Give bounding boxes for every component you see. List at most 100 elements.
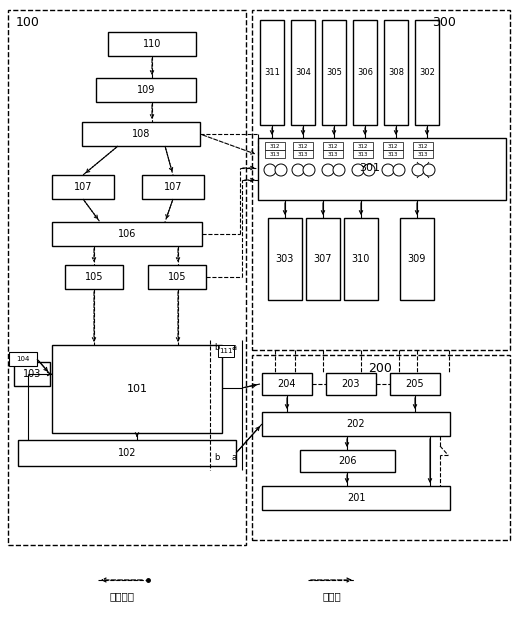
Bar: [322, 20, 346, 125]
Bar: [390, 373, 440, 395]
Text: 312: 312: [298, 144, 308, 149]
Text: 电连接: 电连接: [323, 591, 341, 601]
Text: 306: 306: [357, 68, 373, 77]
Bar: [413, 142, 433, 150]
Bar: [108, 32, 196, 56]
Bar: [52, 222, 202, 246]
Text: 108: 108: [132, 129, 150, 139]
Bar: [96, 78, 196, 102]
Text: a: a: [232, 344, 237, 352]
Text: 307: 307: [314, 254, 332, 264]
Text: 312: 312: [418, 144, 428, 149]
Bar: [344, 218, 378, 300]
Bar: [383, 142, 403, 150]
Bar: [300, 450, 395, 472]
Text: 205: 205: [406, 379, 424, 389]
Text: 311: 311: [264, 68, 280, 77]
Text: 200: 200: [368, 361, 392, 374]
Bar: [218, 345, 234, 357]
Text: 201: 201: [347, 493, 365, 503]
Circle shape: [423, 164, 435, 176]
Text: 309: 309: [408, 254, 426, 264]
Bar: [52, 345, 222, 433]
Bar: [293, 142, 313, 150]
Bar: [252, 10, 510, 350]
Bar: [265, 142, 285, 150]
Text: 312: 312: [328, 144, 338, 149]
Text: 203: 203: [342, 379, 360, 389]
Circle shape: [382, 164, 394, 176]
Bar: [52, 175, 114, 199]
Text: 109: 109: [137, 85, 155, 95]
Circle shape: [322, 164, 334, 176]
Text: 313: 313: [328, 151, 338, 156]
Bar: [265, 150, 285, 158]
Bar: [353, 142, 373, 150]
Circle shape: [303, 164, 315, 176]
Bar: [400, 218, 434, 300]
Bar: [9, 352, 37, 366]
Text: 206: 206: [338, 456, 357, 466]
Text: 100: 100: [16, 16, 40, 29]
Bar: [353, 150, 373, 158]
Text: 300: 300: [432, 16, 456, 29]
Text: 313: 313: [358, 151, 368, 156]
Bar: [268, 218, 302, 300]
Text: 313: 313: [270, 151, 280, 156]
Bar: [148, 265, 206, 289]
Text: 111: 111: [219, 348, 233, 354]
Bar: [252, 355, 510, 540]
Bar: [326, 373, 376, 395]
Bar: [14, 362, 50, 386]
Text: 313: 313: [418, 151, 428, 156]
Bar: [142, 175, 204, 199]
Bar: [65, 265, 123, 289]
Bar: [262, 486, 450, 510]
Text: 312: 312: [270, 144, 280, 149]
Bar: [262, 412, 450, 436]
Bar: [260, 20, 284, 125]
Bar: [353, 20, 377, 125]
Bar: [258, 138, 506, 200]
Text: 202: 202: [347, 419, 365, 429]
Circle shape: [333, 164, 345, 176]
Text: 303: 303: [276, 254, 294, 264]
Text: 305: 305: [326, 68, 342, 77]
Text: 312: 312: [388, 144, 398, 149]
Circle shape: [292, 164, 304, 176]
Text: 107: 107: [164, 182, 182, 192]
Circle shape: [412, 164, 424, 176]
Bar: [415, 20, 439, 125]
Circle shape: [264, 164, 276, 176]
Text: 310: 310: [352, 254, 370, 264]
Bar: [293, 150, 313, 158]
Bar: [323, 142, 343, 150]
Text: 312: 312: [358, 144, 368, 149]
Text: 308: 308: [388, 68, 404, 77]
Bar: [383, 150, 403, 158]
Circle shape: [275, 164, 287, 176]
Circle shape: [363, 164, 375, 176]
Text: 301: 301: [359, 163, 381, 173]
Bar: [306, 218, 340, 300]
Bar: [384, 20, 408, 125]
Text: 110: 110: [143, 39, 161, 49]
Text: 304: 304: [295, 68, 311, 77]
Bar: [8, 10, 246, 545]
Bar: [18, 440, 236, 466]
Text: 103: 103: [23, 369, 41, 379]
Text: 102: 102: [118, 448, 136, 458]
Text: 302: 302: [419, 68, 435, 77]
Text: 105: 105: [168, 272, 186, 282]
Bar: [291, 20, 315, 125]
Text: 106: 106: [118, 229, 136, 239]
Circle shape: [352, 164, 364, 176]
Circle shape: [393, 164, 405, 176]
Text: 313: 313: [388, 151, 398, 156]
Text: 物理连接: 物理连接: [109, 591, 135, 601]
Text: 107: 107: [74, 182, 92, 192]
Text: b: b: [214, 344, 220, 352]
Text: 101: 101: [126, 384, 148, 394]
Text: 104: 104: [16, 356, 30, 362]
Bar: [413, 150, 433, 158]
